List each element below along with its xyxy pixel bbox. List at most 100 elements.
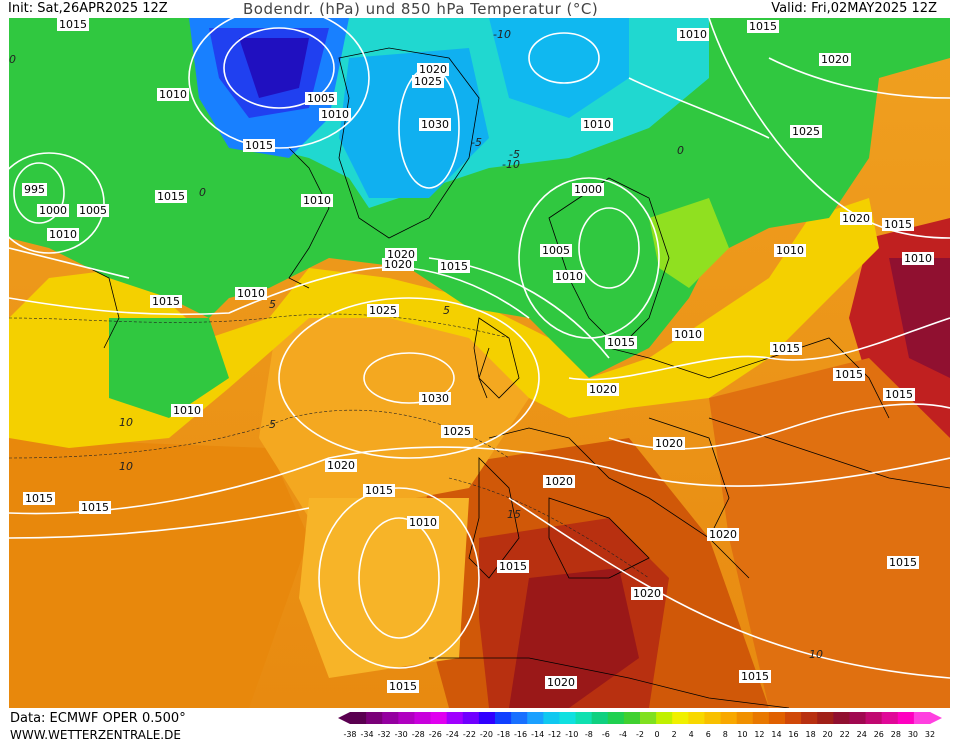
temp-label: -10 [493,28,511,41]
svg-text:1020: 1020 [709,528,737,541]
temp-zone [109,318,229,418]
svg-text:1020: 1020 [842,212,870,225]
svg-text:1015: 1015 [889,556,917,569]
legend-swatch [350,712,367,724]
isobar-label: 1025 [412,75,444,88]
legend-tick: 10 [737,730,747,739]
isobar-label: 1010 [677,28,709,41]
temp-label: 0 [9,53,16,66]
isobar-label: 1015 [155,190,187,203]
temp-zone [709,358,950,708]
legend-arrow-left [338,712,350,724]
isobar-label: 1020 [325,459,357,472]
isobar-label: 1015 [363,484,395,497]
temp-label: -10 [502,158,520,171]
temp-zone [649,198,729,288]
svg-text:1005: 1005 [307,92,335,105]
svg-text:1015: 1015 [749,20,777,33]
legend-swatch [527,712,544,724]
legend-tick: -14 [531,730,544,739]
svg-text:1015: 1015 [607,336,635,349]
legend-tick: 14 [771,730,781,739]
temp-zone [489,18,629,118]
legend-swatch [736,712,754,724]
svg-text:1015: 1015 [389,680,417,693]
isobar-label: 1000 [37,204,69,217]
svg-text:1010: 1010 [173,404,201,417]
legend-swatch [881,712,899,724]
weather-map: 1015 995 1000 1005 1010 1015 1005 1010 1015 1020 1… [9,18,950,708]
isobar-label: 1015 [770,342,802,355]
legend-tick: 22 [840,730,850,739]
isobar-label: 1005 [77,204,109,217]
isobar-label: 1015 [833,368,865,381]
legend-tick: -30 [395,730,408,739]
isobar-label: 1030 [419,392,451,405]
isobar-label: 1015 [438,260,470,273]
svg-text:1015: 1015 [365,484,393,497]
isobar-label: 1005 [540,244,572,257]
svg-text:1020: 1020 [655,437,683,450]
isobar-label: 1020 [417,63,449,76]
isobar-label: 1020 [545,676,577,689]
color-legend: -38 -34 -32 -30 -28 -26 -24 -22 -20 -18 -16 -14 -12-… [338,712,942,739]
isobar-label: 1020 [840,212,872,225]
svg-text:1010: 1010 [303,194,331,207]
temp-label: 5 [443,304,450,317]
svg-text:1020: 1020 [419,63,447,76]
legend-swatch [672,712,689,724]
temp-zone [889,258,950,378]
isobar-label: 1005 [305,92,337,105]
isobar-label: 1020 [819,53,851,66]
legend-tick: -18 [497,730,510,739]
temp-zone [509,568,639,708]
legend-tick: 28 [891,730,901,739]
legend-tick: 32 [925,730,935,739]
legend-swatch [398,712,415,724]
legend-swatch [575,712,593,724]
isobar-label: 1010 [902,252,934,265]
legend-tick: -24 [446,730,459,739]
temp-label: 5 [269,418,276,431]
legend-tick: 30 [908,730,918,739]
legend-swatch [817,712,834,724]
svg-text:1010: 1010 [49,228,77,241]
legend-swatch [366,712,383,724]
svg-text:1010: 1010 [159,88,187,101]
legend-swatch [913,712,931,724]
isobar-label: 1025 [790,125,822,138]
legend-swatch [785,712,802,724]
svg-text:1010: 1010 [776,244,804,257]
svg-text:1015: 1015 [499,560,527,573]
svg-text:1020: 1020 [633,587,661,600]
isobar-label: 1020 [385,248,417,261]
legend-swatch [801,712,818,724]
isobar-label: 1010 [774,244,806,257]
isobar-label: 1030 [419,118,451,131]
legend-tick: -20 [480,730,493,739]
svg-text:1010: 1010 [409,516,437,529]
isobar-label: 1015 [883,388,915,401]
legend-swatch [478,712,496,724]
legend-swatch [430,712,448,724]
svg-text:1015: 1015 [884,218,912,231]
isobar-label: 1015 [747,20,779,33]
isobar-label: 1010 [407,516,439,529]
svg-text:1010: 1010 [904,252,932,265]
isobar-label: 1015 [387,680,419,693]
map-title: Bodendr. (hPa) und 850 hPa Temperatur (°… [243,0,599,18]
svg-text:1020: 1020 [387,248,415,261]
isobar-label: 1010 [301,194,333,207]
isobar-label: 1015 [79,501,111,514]
legend-swatch [704,712,722,724]
legend-tick: -34 [361,730,374,739]
legend-arrow-right [930,712,942,724]
legend-tick: -4 [619,730,627,739]
legend-tick: -2 [636,730,644,739]
temp-label: 10 [119,416,133,429]
svg-text:1010: 1010 [237,287,265,300]
legend-tick: 20 [823,730,833,739]
temp-zone [9,198,879,448]
